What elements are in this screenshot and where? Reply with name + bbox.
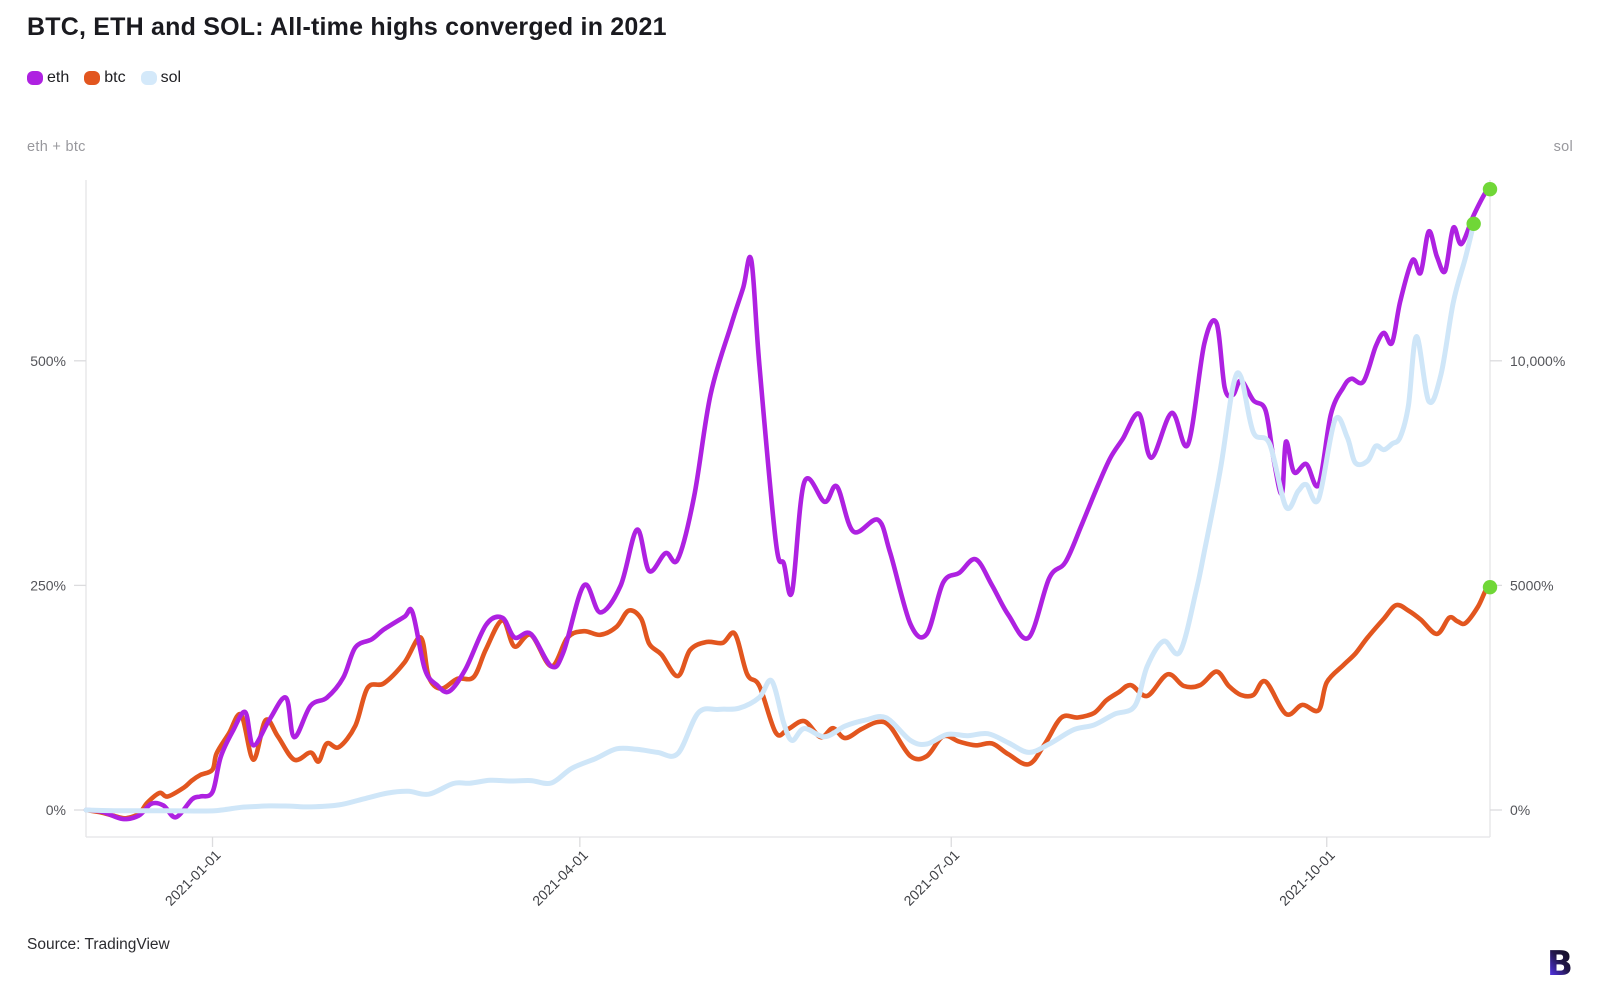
legend-item-btc[interactable]: btc <box>84 69 126 87</box>
btc-end-dot <box>1482 579 1498 595</box>
left-tick-label: 500% <box>30 353 66 369</box>
logo-letter: B <box>1547 944 1573 982</box>
source-credit: Source: TradingView <box>27 936 170 953</box>
btc-swatch-icon <box>84 71 101 85</box>
legend: eth btc sol <box>27 69 181 87</box>
eth-end-dot <box>1482 182 1498 197</box>
left-tick-label: 250% <box>30 577 66 593</box>
right-tick-label: 10,000% <box>1510 353 1565 369</box>
left-tick-label: 0% <box>46 802 66 818</box>
btc-line <box>83 584 1493 821</box>
legend-item-eth[interactable]: eth <box>27 69 69 87</box>
right-tick-label: 5000% <box>1510 577 1554 593</box>
eth-swatch-icon <box>27 71 43 85</box>
sol-line <box>83 221 1477 814</box>
left-axis-title: eth + btc <box>27 139 86 155</box>
x-tick-label: 2021-07-01 <box>900 847 962 909</box>
legend-item-sol[interactable]: sol <box>140 69 182 87</box>
x-tick-label: 2021-01-01 <box>162 847 224 909</box>
eth-line <box>83 186 1493 822</box>
right-tick-label: 0% <box>1510 802 1530 818</box>
chart-title: BTC, ETH and SOL: All-time highs converg… <box>27 13 667 41</box>
sol-end-dot <box>1466 216 1481 231</box>
x-tick-label: 2021-04-01 <box>529 847 591 909</box>
right-axis-title: sol <box>1553 139 1573 155</box>
x-tick-label: 2021-10-01 <box>1276 847 1338 909</box>
legend-label: sol <box>160 69 182 86</box>
sol-swatch-icon <box>140 71 157 85</box>
legend-label: btc <box>104 69 126 86</box>
legend-label: eth <box>47 69 70 86</box>
the-block-logo: B <box>1547 944 1573 982</box>
